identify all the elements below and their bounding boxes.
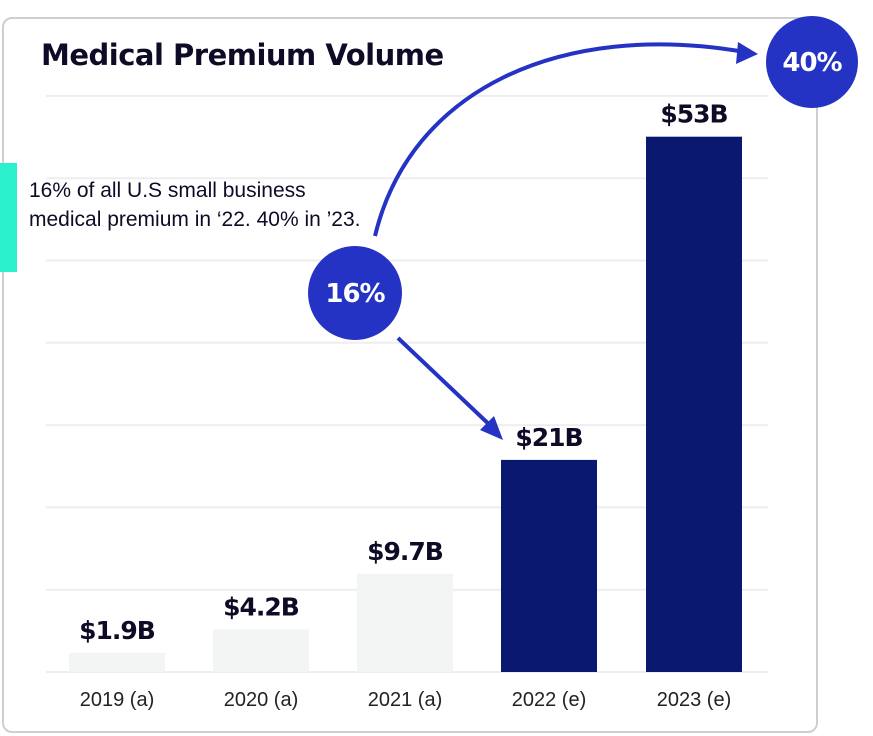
data-label: $1.9B [79, 616, 155, 645]
badge-16-text: 16% [325, 279, 385, 309]
arrow-16-to-22 [396, 336, 497, 432]
bar-2021 [357, 574, 453, 672]
arrow-16-to-40 [373, 42, 746, 237]
arrowhead-40 [736, 42, 758, 64]
annotation-line: 16% of all U.S small business medical pr… [29, 179, 361, 231]
annotation-text: 16% of all U.S small business medical pr… [29, 176, 379, 234]
badge-16-circle [308, 246, 402, 340]
arrowhead-22 [480, 416, 503, 440]
bar-2020 [213, 629, 309, 672]
note-accent-bar [0, 163, 17, 272]
data-label: $9.7B [367, 537, 443, 566]
x-tick-label: 2019 (a) [80, 689, 155, 711]
data-label: $21B [515, 423, 582, 452]
bar-2019 [69, 652, 165, 672]
data-label: $53B [660, 100, 727, 129]
bar-2023 [646, 136, 742, 672]
data-label: $4.2B [223, 593, 299, 622]
badge-40-circle [766, 16, 858, 108]
bar-2022 [501, 459, 597, 672]
x-tick-label: 2020 (a) [224, 689, 299, 711]
x-tick-label: 2023 (e) [657, 689, 732, 711]
x-tick-label: 2022 (e) [512, 689, 587, 711]
x-tick-label: 2021 (a) [368, 689, 443, 711]
badge-40-text: 40% [782, 48, 842, 78]
chart-title: Medical Premium Volume [41, 38, 444, 72]
chart-card [2, 17, 818, 733]
